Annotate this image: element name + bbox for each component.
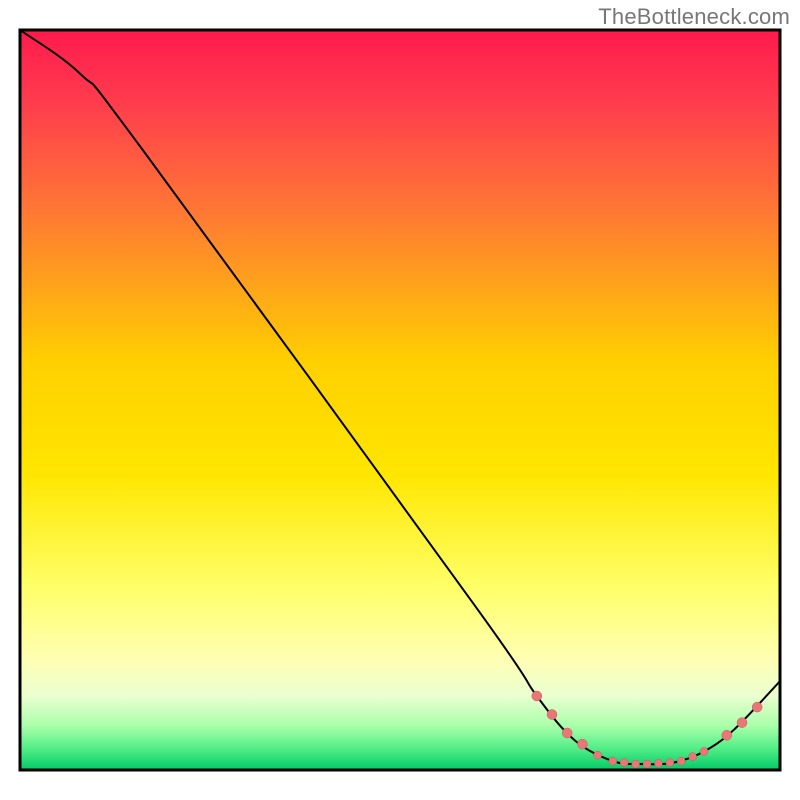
marker-point — [562, 728, 572, 738]
marker-point — [722, 730, 732, 740]
marker-point — [677, 757, 685, 765]
marker-point — [700, 748, 708, 756]
marker-point — [654, 759, 662, 767]
marker-point — [737, 718, 747, 728]
marker-point — [594, 751, 602, 759]
marker-point — [689, 753, 697, 761]
marker-point — [547, 710, 557, 720]
marker-point — [666, 759, 674, 767]
marker-point — [620, 759, 628, 767]
marker-point — [752, 702, 762, 712]
plot-background — [20, 30, 780, 770]
marker-point — [609, 757, 617, 765]
marker-point — [577, 739, 587, 749]
watermark-text: TheBottleneck.com — [598, 4, 790, 30]
marker-point — [643, 760, 651, 768]
marker-point — [532, 691, 542, 701]
bottleneck-chart — [0, 0, 800, 800]
marker-point — [632, 760, 640, 768]
